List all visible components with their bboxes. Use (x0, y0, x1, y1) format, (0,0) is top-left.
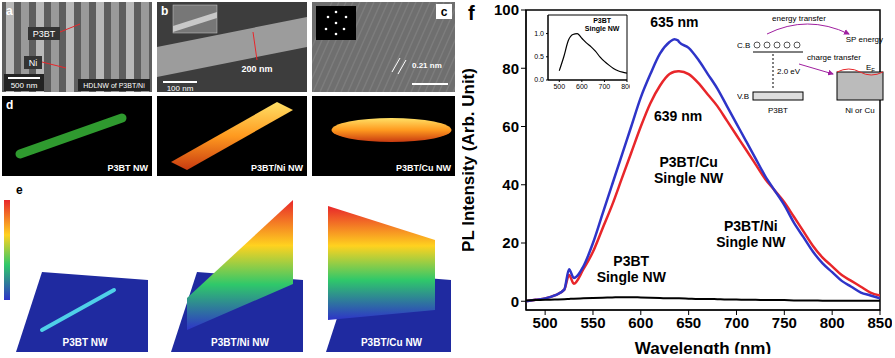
svg-text:700: 700 (599, 83, 611, 90)
svg-text:500: 500 (533, 314, 558, 331)
svg-text:P3BT: P3BT (768, 106, 788, 115)
svg-text:20: 20 (502, 234, 519, 251)
svg-text:40: 40 (502, 176, 519, 193)
svg-text:100 nm: 100 nm (167, 84, 194, 92)
svg-text:800: 800 (820, 314, 845, 331)
svg-text:0.5: 0.5 (534, 53, 544, 60)
svg-text:P3BT NW: P3BT NW (108, 163, 149, 173)
svg-text:e: e (16, 183, 23, 197)
svg-text:P3BT/NiSingle NW: P3BT/NiSingle NW (716, 218, 786, 249)
svg-text:PL Intensity (Arb. Unit): PL Intensity (Arb. Unit) (462, 68, 478, 252)
svg-text:P3BT/Ni NW: P3BT/Ni NW (251, 163, 304, 173)
svg-text:P3BT/Cu NW: P3BT/Cu NW (396, 163, 452, 173)
svg-text:P3BT NW: P3BT NW (63, 337, 109, 348)
svg-text:a: a (6, 4, 13, 18)
svg-text:HDLNW of P3BT/Ni: HDLNW of P3BT/Ni (83, 82, 145, 89)
svg-text:Ni: Ni (29, 58, 38, 68)
svg-text:P3BTSingle NW: P3BTSingle NW (597, 253, 667, 284)
svg-text:850: 850 (867, 314, 892, 331)
svg-text:500: 500 (553, 83, 565, 90)
svg-text:80: 80 (502, 60, 519, 77)
svg-text:charge transfer: charge transfer (807, 53, 861, 62)
svg-text:500 nm: 500 nm (11, 81, 38, 90)
svg-text:C.B: C.B (737, 41, 750, 50)
svg-text:750: 750 (772, 314, 797, 331)
svg-text:200 nm: 200 nm (241, 64, 272, 74)
svg-text:P3BT/Ni NW: P3BT/Ni NW (211, 337, 269, 348)
svg-text:100: 100 (494, 2, 519, 18)
svg-text:600: 600 (576, 83, 588, 90)
svg-text:0.21 nm: 0.21 nm (412, 61, 442, 70)
svg-text:550: 550 (580, 314, 605, 331)
svg-text:800: 800 (621, 83, 630, 90)
svg-text:energy transfer: energy transfer (772, 14, 826, 23)
svg-text:b: b (161, 4, 168, 18)
svg-text:635 nm: 635 nm (650, 14, 698, 30)
svg-text:0.0: 0.0 (534, 76, 544, 83)
html-text:f: f (468, 2, 475, 24)
svg-text:60: 60 (502, 118, 519, 135)
svg-text:Ni or Cu: Ni or Cu (845, 106, 874, 115)
svg-text:P3BT/Cu NW: P3BT/Cu NW (361, 337, 423, 348)
svg-text:700: 700 (724, 314, 749, 331)
svg-text:Wavelength (nm): Wavelength (nm) (635, 339, 771, 354)
svg-text:P3BT: P3BT (33, 29, 56, 39)
svg-text:600: 600 (628, 314, 653, 331)
svg-text:P3BT/CuSingle NW: P3BT/CuSingle NW (654, 154, 724, 185)
svg-text:650: 650 (676, 314, 701, 331)
svg-text:c: c (441, 5, 448, 19)
svg-text:1.0: 1.0 (534, 30, 544, 37)
svg-text:0: 0 (511, 293, 519, 310)
svg-text:V.B: V.B (737, 92, 749, 101)
svg-text:P3BTSingle NW: P3BTSingle NW (585, 17, 620, 33)
svg-text:639 nm: 639 nm (654, 108, 702, 124)
svg-text:SP energy: SP energy (846, 35, 883, 44)
svg-text:EF: EF (866, 63, 875, 73)
svg-text:d: d (6, 98, 13, 112)
svg-text:2.0 eV: 2.0 eV (777, 67, 801, 76)
